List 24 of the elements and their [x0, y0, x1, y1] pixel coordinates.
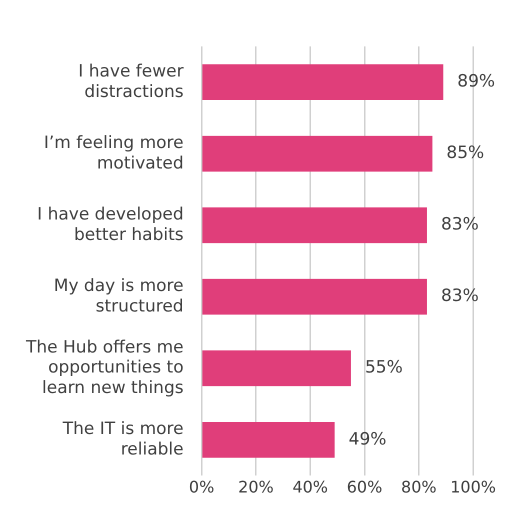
x-tick-label: 20% — [238, 477, 274, 496]
y-tick-label: My day is more structured — [54, 276, 184, 316]
data-label: 89% — [457, 72, 496, 92]
y-tick-label: I’m feeling more motivated — [44, 132, 184, 174]
data-label: 49% — [348, 429, 386, 450]
bar — [202, 278, 427, 315]
bar — [202, 350, 351, 386]
y-tick-label: I have developed better habits — [37, 204, 184, 245]
y-tick-label: The Hub offers me opportunities to learn new things — [24, 337, 184, 398]
data-label: 55% — [364, 358, 403, 378]
x-tick-label: 40% — [292, 477, 328, 496]
bar — [202, 422, 335, 458]
y-tick-label: The IT is more reliable — [62, 419, 184, 460]
x-tick-label: 100% — [450, 477, 496, 496]
y-tick-label: I have fewer distractions — [78, 61, 184, 102]
data-label: 85% — [446, 143, 484, 164]
x-tick-label: 80% — [401, 477, 437, 496]
bar — [202, 207, 427, 244]
data-label: 83% — [440, 214, 479, 235]
data-label: 83% — [440, 286, 479, 306]
x-tick-label: 0% — [188, 477, 214, 496]
bar — [202, 136, 432, 172]
bar — [202, 64, 444, 100]
x-tick-label: 60% — [346, 477, 382, 496]
